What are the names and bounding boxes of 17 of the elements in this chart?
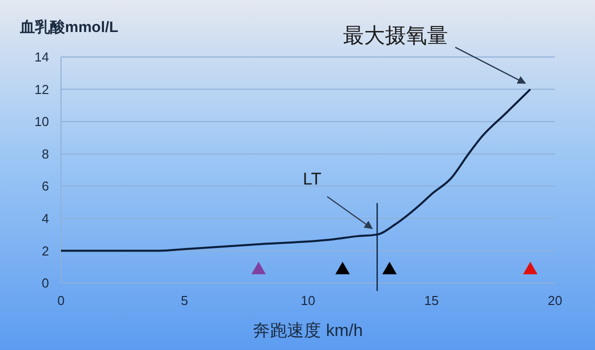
x-tick-label: 15 <box>424 293 439 308</box>
y-tick-label: 10 <box>34 114 49 130</box>
y-tick-label: 14 <box>34 50 49 65</box>
y-tick-label: 2 <box>42 243 49 258</box>
y-tick-label: 0 <box>42 276 49 291</box>
x-tick-label: 0 <box>57 293 65 308</box>
x-tick-label: 5 <box>180 293 188 308</box>
y-tick-label: 8 <box>42 146 49 162</box>
y-tick-label: 4 <box>42 210 49 226</box>
annotation: LT <box>302 170 322 189</box>
x-tick-label: 10 <box>300 293 316 308</box>
y-tick-label: 6 <box>42 178 49 194</box>
y-axis-title: 血乳酸mmol/L <box>19 19 118 36</box>
x-tick-label: 20 <box>548 293 562 308</box>
y-tick-label: 12 <box>34 82 49 97</box>
x-axis-title: 奔跑速度 km/h <box>253 321 363 340</box>
annotation: 最大摄氧量 <box>342 24 448 48</box>
